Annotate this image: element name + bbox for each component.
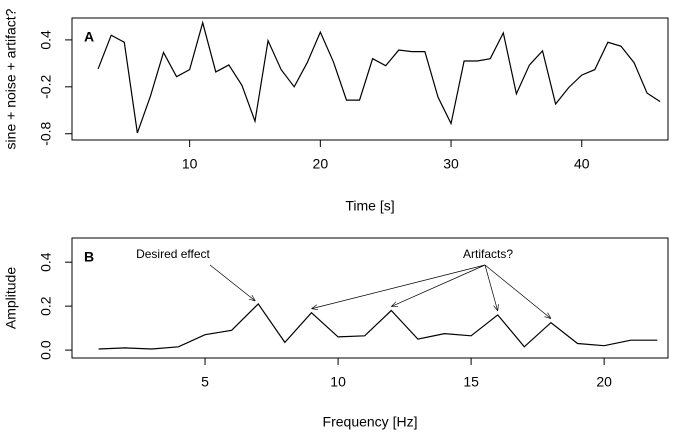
x-tick-label: 10 xyxy=(182,156,198,172)
x-tick-label: 5 xyxy=(201,374,209,390)
annotation-arrow xyxy=(484,264,498,311)
plot-box xyxy=(71,17,669,141)
x-axis-title: Frequency [Hz] xyxy=(323,414,418,430)
y-tick-label: -0.2 xyxy=(38,75,54,99)
x-tick-label: 40 xyxy=(574,156,590,172)
x-tick-label: 10 xyxy=(330,374,346,390)
plot-box xyxy=(71,237,669,359)
x-tick-label: 30 xyxy=(443,156,459,172)
y-axis-title: Amplitude xyxy=(3,267,19,329)
y-axis-title: sine + noise + artifact? xyxy=(3,8,19,149)
x-tick-label: 20 xyxy=(313,156,329,172)
annotation-arrow xyxy=(209,264,255,301)
x-axis-title: Time [s] xyxy=(345,198,394,214)
y-tick-label: 0.4 xyxy=(38,30,54,50)
y-tick-label: 0.0 xyxy=(38,340,54,360)
panel-label: B xyxy=(84,249,94,265)
annotation: Artifacts? xyxy=(463,247,513,261)
x-tick-label: 15 xyxy=(463,374,479,390)
annotation-arrow xyxy=(311,264,486,309)
x-tick-label: 20 xyxy=(596,374,612,390)
panel-label: A xyxy=(84,29,94,45)
annotation-arrow xyxy=(391,264,486,307)
y-tick-label: -0.8 xyxy=(38,121,54,145)
y-tick-label: 0.2 xyxy=(38,296,54,316)
y-tick-label: 0.4 xyxy=(38,252,54,272)
annotation: Desired effect xyxy=(136,247,210,261)
line xyxy=(97,20,661,134)
line xyxy=(98,303,658,350)
annotation-arrow xyxy=(484,264,551,319)
